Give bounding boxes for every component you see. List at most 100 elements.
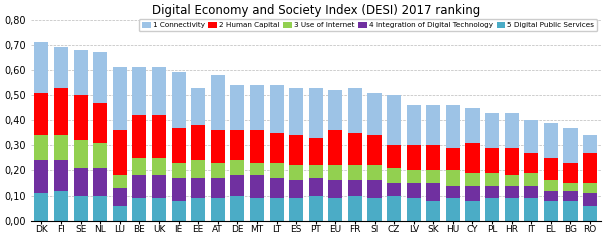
Bar [269, 133, 284, 163]
Bar [367, 135, 382, 165]
Bar [54, 135, 68, 160]
Bar [74, 50, 88, 95]
Bar [387, 145, 401, 168]
Bar [524, 153, 538, 173]
Bar [250, 198, 264, 221]
Bar [269, 178, 284, 198]
Bar [367, 93, 382, 135]
Bar [289, 198, 303, 221]
Bar [93, 168, 107, 196]
Bar [524, 185, 538, 198]
Bar [485, 113, 499, 148]
Bar [485, 148, 499, 173]
Bar [427, 145, 440, 170]
Bar [407, 183, 420, 198]
Bar [544, 123, 558, 158]
Bar [407, 198, 420, 221]
Bar [34, 135, 48, 160]
Bar [191, 160, 205, 178]
Bar [583, 193, 597, 206]
Bar [348, 133, 362, 165]
Bar [172, 128, 186, 163]
Bar [289, 180, 303, 198]
Bar [113, 130, 127, 175]
Bar [309, 88, 323, 138]
Bar [348, 196, 362, 221]
Bar [309, 196, 323, 221]
Bar [289, 88, 303, 135]
Bar [250, 130, 264, 163]
Bar [93, 196, 107, 221]
Bar [367, 180, 382, 198]
Legend: 1 Connectivity, 2 Human Capital, 3 Use of Internet, 4 Integration of Digital Tec: 1 Connectivity, 2 Human Capital, 3 Use o… [139, 19, 597, 31]
Bar [563, 163, 578, 183]
Bar [485, 173, 499, 185]
Bar [269, 198, 284, 221]
Bar [152, 67, 166, 115]
Bar [407, 105, 420, 145]
Bar [34, 160, 48, 193]
Bar [231, 85, 244, 130]
Bar [93, 52, 107, 103]
Bar [152, 198, 166, 221]
Bar [563, 191, 578, 201]
Bar [427, 170, 440, 183]
Bar [54, 191, 68, 221]
Bar [211, 198, 225, 221]
Bar [446, 105, 460, 148]
Bar [152, 158, 166, 175]
Bar [74, 140, 88, 168]
Bar [427, 183, 440, 201]
Bar [544, 201, 558, 221]
Bar [34, 93, 48, 135]
Bar [446, 198, 460, 221]
Bar [211, 75, 225, 130]
Bar [172, 178, 186, 201]
Bar [93, 143, 107, 168]
Bar [93, 103, 107, 143]
Bar [427, 105, 440, 145]
Bar [74, 196, 88, 221]
Bar [465, 201, 480, 221]
Bar [113, 175, 127, 188]
Bar [544, 180, 558, 191]
Bar [113, 188, 127, 206]
Bar [563, 128, 578, 163]
Bar [505, 198, 518, 221]
Bar [172, 72, 186, 128]
Title: Digital Economy and Society Index (DESI) 2017 ranking: Digital Economy and Society Index (DESI)… [152, 4, 480, 17]
Bar [387, 168, 401, 183]
Bar [231, 175, 244, 196]
Bar [309, 165, 323, 178]
Bar [505, 148, 518, 175]
Bar [54, 88, 68, 135]
Bar [250, 85, 264, 130]
Bar [505, 175, 518, 185]
Bar [191, 125, 205, 160]
Bar [427, 201, 440, 221]
Bar [348, 88, 362, 133]
Bar [289, 165, 303, 180]
Bar [231, 130, 244, 160]
Bar [329, 165, 342, 180]
Bar [132, 67, 146, 115]
Bar [387, 183, 401, 196]
Bar [132, 158, 146, 175]
Bar [524, 198, 538, 221]
Bar [211, 130, 225, 163]
Bar [74, 95, 88, 140]
Bar [367, 198, 382, 221]
Bar [113, 206, 127, 221]
Bar [132, 115, 146, 158]
Bar [485, 185, 499, 198]
Bar [505, 113, 518, 148]
Bar [74, 168, 88, 196]
Bar [329, 90, 342, 130]
Bar [563, 201, 578, 221]
Bar [309, 138, 323, 165]
Bar [465, 143, 480, 173]
Bar [54, 160, 68, 191]
Bar [231, 196, 244, 221]
Bar [113, 67, 127, 130]
Bar [544, 158, 558, 180]
